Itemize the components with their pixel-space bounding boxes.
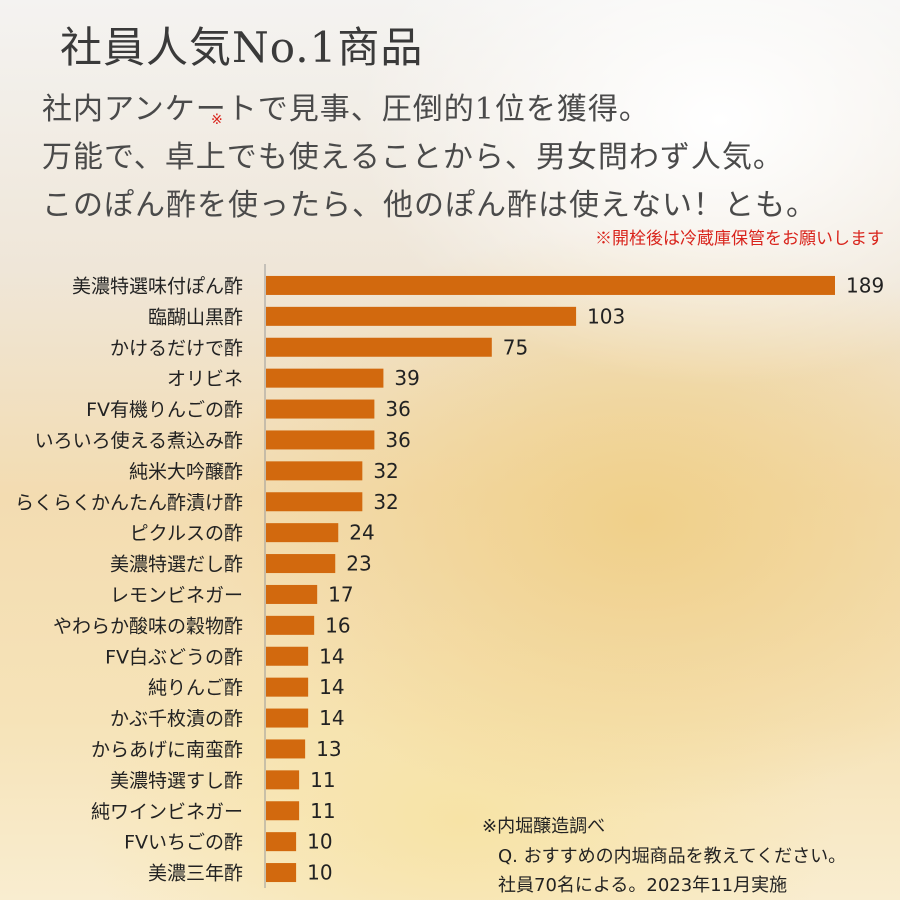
bar-9 <box>266 523 339 543</box>
bar-5 <box>266 399 375 419</box>
value-label-11: 17 <box>328 582 353 606</box>
category-label-14: 純りんご酢 <box>148 677 243 699</box>
category-label-6: いろいろ使える煮込み酢 <box>35 430 243 452</box>
value-label-20: 10 <box>307 861 332 885</box>
bar-19 <box>266 832 297 852</box>
bar-1 <box>266 275 835 295</box>
bar-8 <box>266 492 363 512</box>
value-label-10: 23 <box>346 552 371 576</box>
page-title: 社員人気No.1商品 <box>60 23 424 72</box>
category-label-12: やわらか酸味の穀物酢 <box>53 615 243 637</box>
category-label-16: からあげに南蛮酢 <box>91 739 243 761</box>
category-label-9: ピクルスの酢 <box>130 523 243 545</box>
category-label-15: かぶ千枚漬の酢 <box>110 708 243 730</box>
category-label-4: オリビネ <box>167 368 243 390</box>
bar-18 <box>266 801 300 821</box>
survey-question: Q. おすすめの内堀商品を教えてください。 <box>498 846 847 867</box>
value-label-7: 32 <box>373 459 398 483</box>
category-label-10: 美濃特選だし酢 <box>110 554 243 576</box>
bar-16 <box>266 739 306 759</box>
value-label-8: 32 <box>373 490 398 514</box>
subtitle-line-3: このぽん酢を使ったら、他のぽん酢は使えない！とも。 <box>42 188 817 223</box>
value-label-18: 11 <box>310 799 335 823</box>
category-label-3: かけるだけで酢 <box>110 337 243 359</box>
value-label-13: 14 <box>319 644 344 668</box>
value-label-6: 36 <box>385 428 410 452</box>
value-label-1: 189 <box>846 273 884 297</box>
category-label-2: 臨醐山黒酢 <box>148 306 243 328</box>
bars-group <box>266 275 835 883</box>
bar-2 <box>266 306 577 326</box>
category-label-11: レモンビネガー <box>110 584 243 606</box>
subtitle-line-1: 社内アンケートで見事、圧倒的1位を獲得。 <box>42 92 650 127</box>
category-label-8: らくらくかんたん酢漬け酢 <box>15 492 243 514</box>
bar-17 <box>266 770 300 790</box>
bar-20 <box>266 863 297 883</box>
bar-4 <box>266 368 384 388</box>
header: 社員人気No.1商品 社内アンケートで見事、圧倒的1位を獲得。 万能で、卓上でも… <box>0 0 900 260</box>
bar-13 <box>266 646 309 666</box>
value-label-2: 103 <box>587 304 625 328</box>
category-label-1: 美濃特選味付ぽん酢 <box>72 275 243 297</box>
value-label-4: 39 <box>394 366 419 390</box>
bar-12 <box>266 615 315 635</box>
category-label-20: 美濃三年酢 <box>148 863 243 885</box>
value-labels-group: 189 103 75 39 36 36 32 32 24 23 17 16 14 14 14 13 11 11 10… <box>307 273 884 884</box>
value-label-19: 10 <box>307 830 332 854</box>
value-label-16: 13 <box>316 737 341 761</box>
value-label-12: 16 <box>325 613 350 637</box>
value-label-14: 14 <box>319 675 344 699</box>
subtitle-line-2: 万能で、卓上でも使えることから、男女問わず人気。 <box>42 140 784 175</box>
bar-14 <box>266 677 309 697</box>
bar-7 <box>266 461 363 481</box>
value-label-17: 11 <box>310 768 335 792</box>
bar-11 <box>266 584 318 604</box>
bar-15 <box>266 708 309 728</box>
category-label-5: FV有機りんごの酢 <box>86 399 243 421</box>
bar-3 <box>266 337 492 357</box>
category-label-13: FV白ぶどうの酢 <box>105 646 243 668</box>
footnote-asterisk: ※ <box>211 112 223 128</box>
category-label-19: FVいちごの酢 <box>124 832 243 854</box>
bar-6 <box>266 430 375 450</box>
value-label-3: 75 <box>503 335 528 359</box>
value-label-9: 24 <box>349 521 374 545</box>
category-label-7: 純米大吟醸酢 <box>129 461 243 483</box>
bar-10 <box>266 554 336 574</box>
survey-details: 社員70名による。2023年11月実施 <box>498 875 788 896</box>
category-label-18: 純ワインビネガー <box>91 801 243 823</box>
category-label-17: 美濃特選すし酢 <box>110 770 243 792</box>
value-label-5: 36 <box>385 397 410 421</box>
source-credit: ※内堀醸造調べ <box>482 816 606 837</box>
storage-note: ※開栓後は冷蔵庫保管をお願いします <box>595 229 884 249</box>
value-label-15: 14 <box>319 706 344 730</box>
